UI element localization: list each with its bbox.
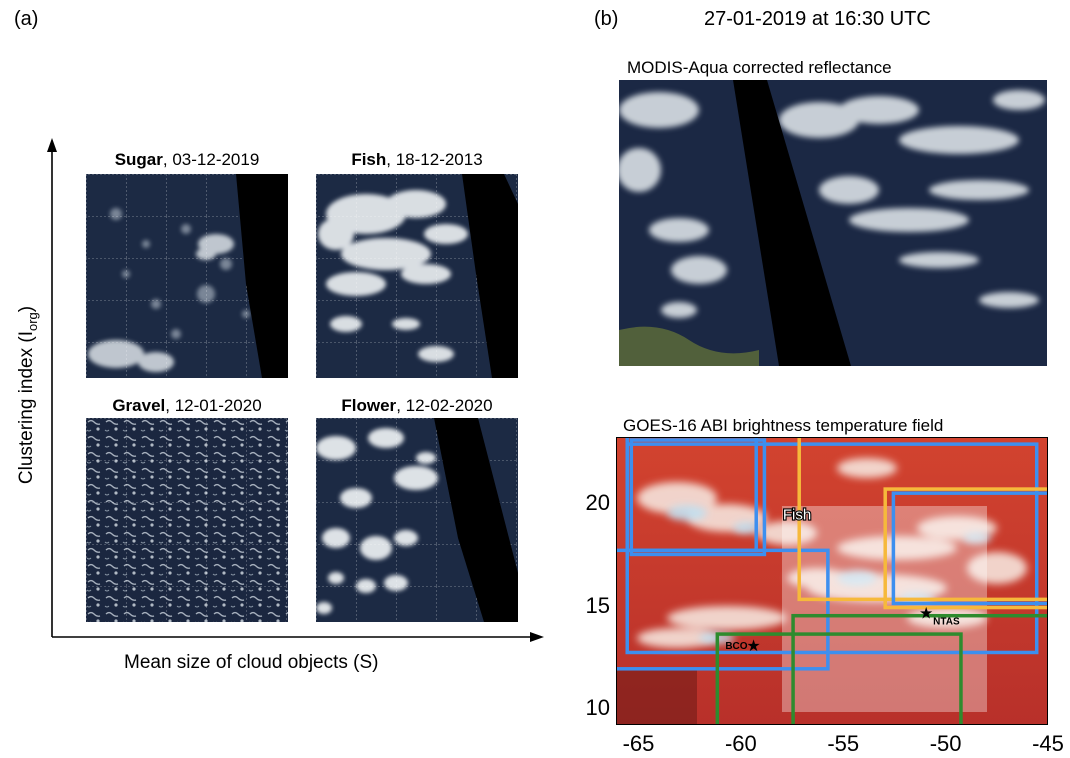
- x-tick-label: -55: [827, 731, 860, 756]
- tile-title-sugar: Sugar, 03-12-2019: [114, 150, 260, 169]
- x-axis-label: Mean size of cloud objects (S): [124, 652, 379, 673]
- blue-box-4: [625, 442, 1039, 655]
- tile-title-fish: Fish, 18-12-2013: [351, 150, 483, 169]
- y-axis-label-main: Clustering index (I: [16, 331, 38, 485]
- tile-image-gravel: [86, 418, 288, 622]
- station-label-bco: BCO: [725, 641, 747, 652]
- station-label-ntas: NTAS: [933, 617, 960, 628]
- x-tick-label: -65: [622, 731, 655, 756]
- tile-image-fish: [316, 174, 518, 378]
- panel-b-datetime: 27-01-2019 at 16:30 UTC: [704, 8, 931, 30]
- x-axis-arrow: [530, 632, 544, 642]
- goes-title: GOES-16 ABI brightness temperature field: [623, 416, 944, 435]
- x-tick-label: -60: [724, 731, 757, 756]
- y-tick-label: 15: [585, 592, 610, 618]
- station-marker-ntas: ★: [919, 604, 933, 623]
- tile-title-flower: Flower, 12-02-2020: [341, 396, 493, 415]
- y-tick-label: 10: [585, 694, 610, 720]
- blue-box-1: [625, 438, 758, 553]
- y-axis-label-close: ): [16, 305, 38, 313]
- modis-image: [619, 80, 1047, 366]
- tile-image-flower: [316, 418, 518, 622]
- blue-box-5: [891, 491, 1047, 606]
- y-axis-label: Clustering index (Iorg): [16, 306, 40, 484]
- x-tick-label: -50: [929, 731, 962, 756]
- y-axis-label-sub: org: [24, 312, 40, 331]
- y-axis-arrow: [47, 138, 57, 152]
- modis-title: MODIS-Aqua corrected reflectance: [627, 58, 892, 77]
- orange-box-1: [797, 438, 1047, 602]
- blue-box-3: [617, 548, 830, 671]
- green-box-2: [791, 613, 1047, 724]
- station-marker-bco: ★: [746, 636, 760, 655]
- goes-map: Fish ★ BCO ★ NTAS: [616, 437, 1048, 725]
- x-tick-label: -45: [1032, 731, 1064, 756]
- panel-a-axes: [47, 138, 544, 642]
- goes-overlay: Fish★BCO★ NTAS: [617, 438, 1047, 724]
- y-tick-label: 20: [585, 490, 610, 516]
- panel-b-label: (b): [594, 8, 619, 30]
- fish-annotation: Fish: [783, 507, 811, 524]
- orange-box-2: [883, 487, 1047, 610]
- blue-box-2: [629, 438, 767, 557]
- green-box-1: [715, 632, 963, 724]
- panel-a-label: (a): [14, 8, 39, 30]
- tile-image-sugar: [86, 174, 288, 378]
- tile-title-gravel: Gravel, 12-01-2020: [112, 396, 262, 415]
